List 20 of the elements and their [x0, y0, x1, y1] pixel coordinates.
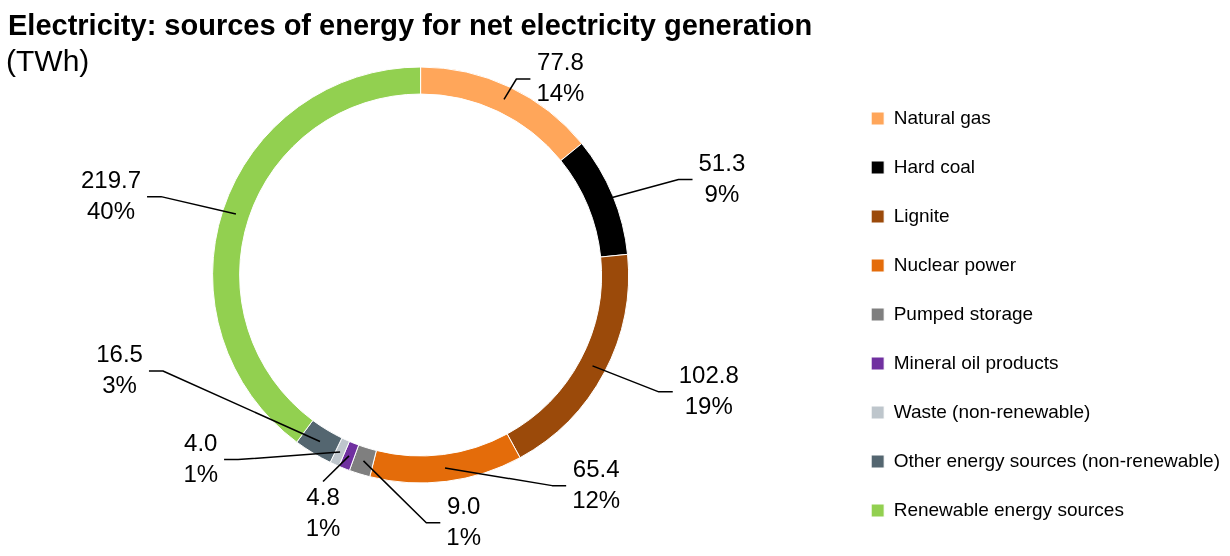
legend-label: Lignite — [893, 204, 950, 226]
legend-label: Pumped storage — [893, 302, 1034, 324]
legend-label: Hard coal — [893, 155, 975, 177]
data-label: 219.7 40% — [80, 165, 142, 224]
data-label: 65.4 12% — [572, 454, 621, 513]
data-label: 4.0 1% — [183, 428, 219, 487]
data-label: 9.0 1% — [446, 491, 481, 550]
legend-label: Nuclear power — [893, 253, 1017, 275]
chart-subtitle: (TWh) — [6, 43, 90, 79]
legend-label: Waste (non-renewable) — [893, 400, 1091, 422]
legend-label: Natural gas — [893, 106, 991, 128]
data-label: 51.3 9% — [698, 148, 746, 207]
legend-label: Mineral oil products — [893, 351, 1059, 373]
data-label: 77.8 14% — [536, 48, 585, 107]
legend-label: Other energy sources (non-renewable) — [893, 449, 1221, 471]
chart-title: Electricity: sources of energy for net electricity generation — [8, 8, 813, 42]
data-label: 102.8 19% — [678, 360, 739, 419]
data-label: 4.8 1% — [305, 482, 341, 541]
data-label: 16.5 3% — [96, 340, 143, 399]
legend-label: Renewable energy sources — [893, 498, 1124, 520]
